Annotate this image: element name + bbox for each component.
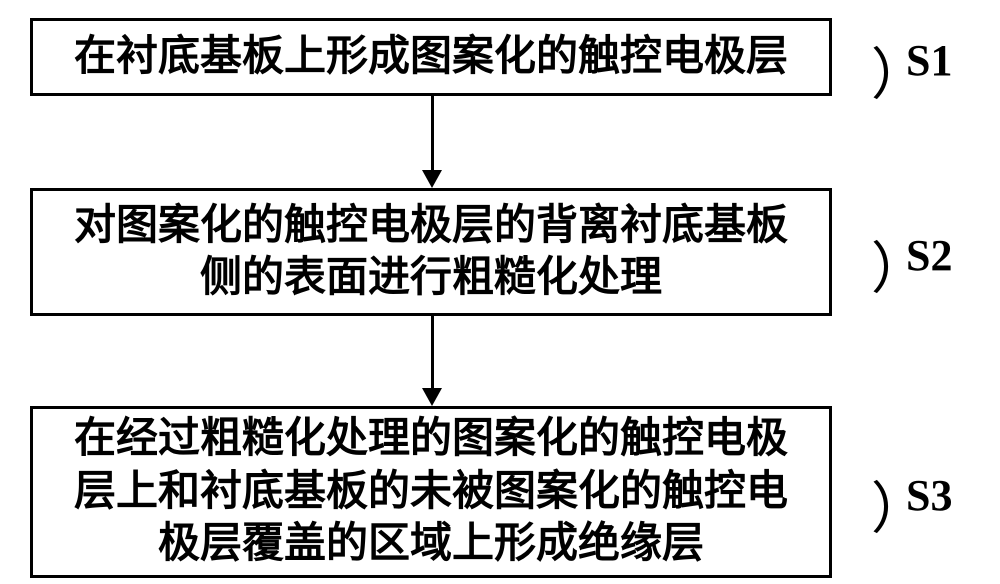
step-text-s3: 在经过粗糙化处理的图案化的触控电极 层上和衬底基板的未被图案化的触控电 极层覆盖… xyxy=(74,413,788,571)
step-text-s1: 在衬底基板上形成图案化的触控电极层 xyxy=(74,31,788,84)
step-label-s2: S2 xyxy=(906,230,952,281)
connector-s2: ⌒ xyxy=(824,239,905,295)
flowchart-canvas: 在衬底基板上形成图案化的触控电极层 ⌒ S1 对图案化的触控电极层的背离衬底基板… xyxy=(0,0,1000,584)
arrow-head-1 xyxy=(422,170,442,188)
step-box-s1: 在衬底基板上形成图案化的触控电极层 xyxy=(30,18,832,96)
connector-s1: ⌒ xyxy=(824,45,905,101)
step-label-s3: S3 xyxy=(906,470,952,521)
arrow-shaft-2 xyxy=(431,316,434,388)
step-label-s1: S1 xyxy=(906,35,952,86)
step-text-s2: 对图案化的触控电极层的背离衬底基板 侧的表面进行粗糙化处理 xyxy=(74,200,788,305)
connector-s3: ⌒ xyxy=(824,479,905,535)
arrow-head-2 xyxy=(422,388,442,406)
step-box-s3: 在经过粗糙化处理的图案化的触控电极 层上和衬底基板的未被图案化的触控电 极层覆盖… xyxy=(30,406,832,578)
arrow-shaft-1 xyxy=(431,96,434,170)
step-box-s2: 对图案化的触控电极层的背离衬底基板 侧的表面进行粗糙化处理 xyxy=(30,188,832,316)
